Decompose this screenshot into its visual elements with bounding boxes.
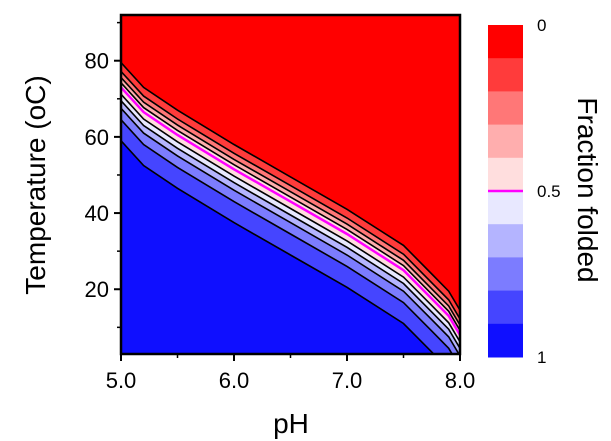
contour-line-6 bbox=[121, 100, 460, 349]
contour-line-2 bbox=[121, 70, 460, 320]
colorbar-band-2 bbox=[488, 58, 523, 92]
y-tick-label: 60 bbox=[85, 125, 109, 150]
colorbar-band-1 bbox=[488, 25, 523, 59]
contour-line-5 bbox=[121, 93, 460, 343]
colorbar-band-4 bbox=[488, 124, 523, 159]
colorbar-band-10 bbox=[488, 323, 523, 358]
contour-line-9 bbox=[121, 140, 435, 354]
contour-line-3 bbox=[121, 76, 460, 326]
colorbar-tick-label: 1 bbox=[537, 348, 546, 367]
contour-line-8 bbox=[121, 119, 454, 354]
colorbar: 00.51 bbox=[488, 16, 561, 367]
contour-line-7 bbox=[121, 107, 460, 354]
axes: 5.0 6.0 7.0 8.0 20 40 60 80 bbox=[85, 21, 476, 393]
x-axis-title: pH bbox=[273, 408, 309, 439]
x-tick-label: 5.0 bbox=[106, 368, 137, 393]
colorbar-band-5 bbox=[488, 157, 523, 192]
y-tick-label: 40 bbox=[85, 201, 109, 226]
colorbar-tick-label: 0.5 bbox=[537, 182, 561, 201]
contour-line-1 bbox=[121, 62, 460, 311]
y-tick-label: 80 bbox=[85, 49, 109, 74]
contour-line-4 bbox=[121, 82, 460, 331]
y-tick-label: 20 bbox=[85, 277, 109, 302]
midpoint-contour bbox=[121, 86, 460, 336]
colorbar-band-7 bbox=[488, 224, 523, 258]
colorbar-title: Fraction folded bbox=[572, 97, 603, 282]
y-axis-title: Temperature (oC) bbox=[20, 75, 51, 294]
x-tick-label: 6.0 bbox=[219, 368, 250, 393]
x-tick-label: 8.0 bbox=[445, 368, 476, 393]
colorbar-band-3 bbox=[488, 91, 523, 126]
colorbar-tick-label: 0 bbox=[537, 16, 546, 35]
region-band-9 bbox=[121, 140, 434, 354]
x-tick-label: 7.0 bbox=[332, 368, 363, 393]
colorbar-band-9 bbox=[488, 290, 523, 325]
plot-area bbox=[121, 15, 460, 354]
colorbar-band-6 bbox=[488, 191, 523, 225]
colorbar-band-8 bbox=[488, 257, 523, 292]
